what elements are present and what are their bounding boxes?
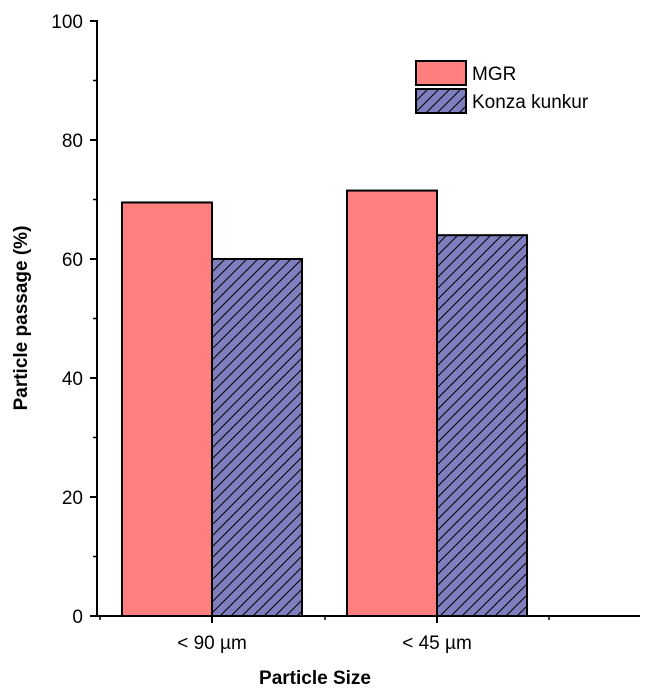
bars-layer [121, 189, 528, 617]
y-tick-label: 100 [51, 12, 83, 33]
legend-swatch-mgr [415, 60, 467, 86]
y-tick-label: 60 [62, 250, 83, 271]
bar-konza-kunkur-2 [436, 234, 528, 617]
x-axis-title: Particle Size [259, 668, 371, 689]
y-tick-label: 0 [72, 607, 83, 628]
labels-layer: 0 20 40 60 80 100 < 90 µm < 45 µm Particle Size P… [11, 12, 472, 689]
legend-swatch-konza-kunkur [415, 88, 467, 114]
y-tick-label: 80 [62, 131, 83, 152]
bar-mgr-2 [346, 189, 438, 617]
axes-layer [90, 20, 640, 623]
y-tick-label: 20 [62, 488, 83, 509]
x-tick-label: < 90 µm [177, 633, 247, 654]
bar-mgr-1 [121, 201, 213, 617]
legend: MGR Konza kunkur [415, 60, 589, 114]
legend-label-mgr: MGR [472, 64, 516, 85]
legend-label-konza-kunkur: Konza kunkur [472, 92, 589, 113]
y-axis-title: Particle passage (%) [11, 226, 32, 411]
bar-konza-kunkur-1 [211, 258, 303, 617]
y-tick-label: 40 [62, 369, 83, 390]
x-tick-label: < 45 µm [402, 633, 472, 654]
